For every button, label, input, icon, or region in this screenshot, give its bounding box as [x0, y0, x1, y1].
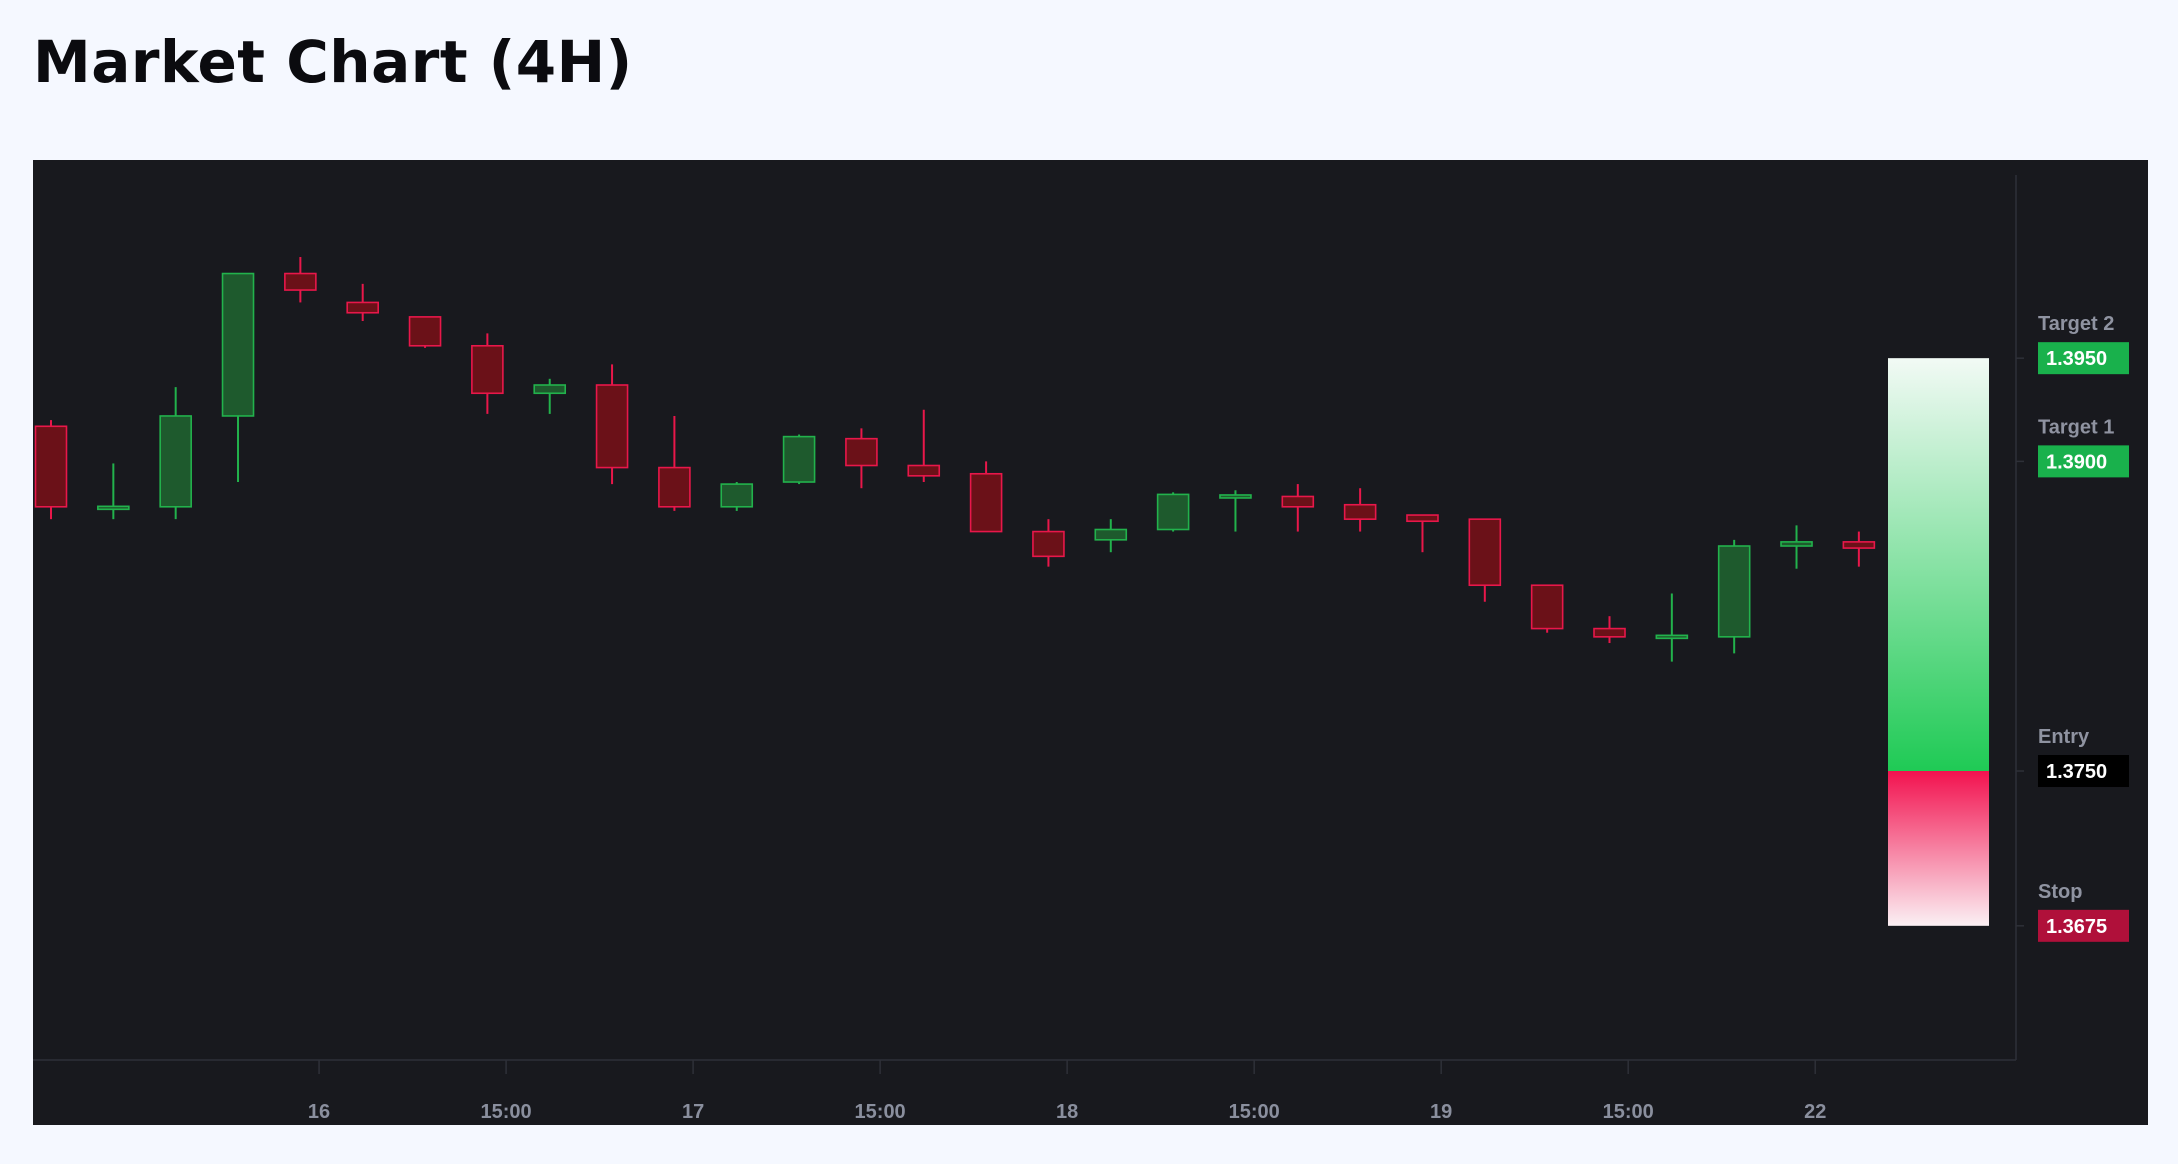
price-level: Entry 1.3750	[2016, 726, 2129, 788]
level-name: Entry	[2038, 726, 2090, 748]
price-levels: Target 2 1.3950 Target 1 1.3900 Entry 1.3750 S…	[2016, 313, 2129, 942]
chart-axes	[33, 175, 2017, 1061]
candle	[471, 333, 504, 414]
x-tick-label: 18	[1056, 1101, 1078, 1123]
price-level: Target 2 1.3950	[2016, 313, 2129, 375]
level-badge	[2038, 342, 2129, 375]
candle-body	[720, 483, 754, 508]
level-price: 1.3750	[2046, 761, 2107, 783]
candle-body	[1156, 493, 1190, 531]
candle-body	[284, 272, 317, 291]
x-tick-label: 16	[308, 1101, 330, 1123]
x-tick-label: 15:00	[1603, 1101, 1654, 1123]
candle-body	[159, 415, 192, 508]
candle	[1655, 593, 1689, 662]
x-tick-label: 15:00	[855, 1101, 906, 1123]
candle-body	[408, 316, 442, 347]
candle	[595, 364, 629, 485]
level-name: Target 2	[2038, 313, 2114, 335]
price-level: Stop 1.3675	[2016, 881, 2129, 942]
candle-body	[97, 505, 130, 511]
candle	[1842, 531, 1876, 567]
candle	[1343, 488, 1377, 532]
level-badge	[2038, 445, 2129, 478]
candle-body	[471, 344, 504, 395]
candle	[346, 283, 380, 322]
candle	[1094, 519, 1128, 553]
position-box[interactable]	[1888, 358, 1989, 926]
candle	[720, 482, 754, 511]
candles	[34, 257, 1876, 662]
level-name: Target 1	[2038, 416, 2114, 438]
price-level: Target 1 1.3900	[2016, 416, 2129, 478]
candle-body	[1219, 494, 1252, 499]
candle	[658, 415, 691, 511]
level-price: 1.3950	[2046, 348, 2107, 370]
candle-body	[1842, 541, 1876, 549]
candle	[1593, 616, 1626, 644]
candle-body	[782, 435, 816, 483]
candle	[284, 257, 317, 303]
candle-body	[34, 425, 68, 508]
chart-panel[interactable]: Target 2 1.3950 Target 1 1.3900 Entry 1.3750 S…	[33, 160, 2148, 1125]
x-tick-label: 17	[682, 1101, 704, 1123]
candle	[1219, 490, 1252, 532]
candle-body	[221, 272, 255, 417]
candle-body	[1593, 627, 1626, 638]
level-name: Stop	[2038, 881, 2082, 903]
candle-body	[1281, 495, 1315, 508]
profit-zone[interactable]	[1888, 358, 1989, 772]
candlestick-chart[interactable]: Target 2 1.3950 Target 1 1.3900 Entry 1.3750 S…	[33, 160, 2148, 1125]
candle	[1530, 584, 1564, 633]
candle	[1406, 514, 1439, 553]
candle-body	[1094, 528, 1128, 541]
x-axis-ticks: 16 15:00 17 15:00 18 15:00 19 15:00 22	[308, 1060, 1826, 1123]
candle-body	[845, 437, 878, 467]
candle	[907, 409, 941, 483]
candle-body	[1032, 530, 1065, 558]
candle-body	[1406, 514, 1439, 523]
candle	[533, 378, 567, 414]
candle-body	[1468, 518, 1502, 587]
page-title: Market Chart (4H)	[33, 28, 633, 96]
candle-body	[1780, 541, 1813, 547]
candle-body	[1655, 634, 1689, 640]
candle-body	[1717, 545, 1751, 638]
candle	[34, 420, 68, 520]
level-badge	[2038, 755, 2129, 788]
candle-body	[658, 466, 691, 508]
candle-body	[533, 384, 567, 395]
candle-body	[907, 464, 941, 477]
candle-body	[346, 301, 380, 314]
candle	[1780, 525, 1813, 569]
candle	[408, 316, 442, 348]
candle-body	[595, 384, 629, 469]
level-price: 1.3900	[2046, 451, 2107, 473]
candle-body	[969, 472, 1003, 533]
candle	[845, 428, 878, 489]
x-tick-label: 15:00	[1229, 1101, 1280, 1123]
candle-body	[1530, 584, 1564, 630]
loss-zone[interactable]	[1888, 771, 1989, 926]
candle	[221, 272, 255, 483]
level-badge	[2038, 909, 2129, 942]
candle	[969, 461, 1003, 533]
candle	[159, 387, 192, 520]
candle	[782, 434, 816, 485]
x-tick-label: 19	[1430, 1101, 1452, 1123]
candle	[1032, 519, 1065, 567]
candle	[1468, 518, 1502, 602]
x-tick-label: 15:00	[481, 1101, 532, 1123]
x-tick-label: 22	[1804, 1101, 1826, 1123]
level-price: 1.3675	[2046, 916, 2107, 938]
candle	[1717, 539, 1751, 654]
candle	[1281, 484, 1315, 532]
candle-body	[1343, 503, 1377, 520]
candle	[97, 463, 130, 520]
candle	[1156, 492, 1190, 532]
